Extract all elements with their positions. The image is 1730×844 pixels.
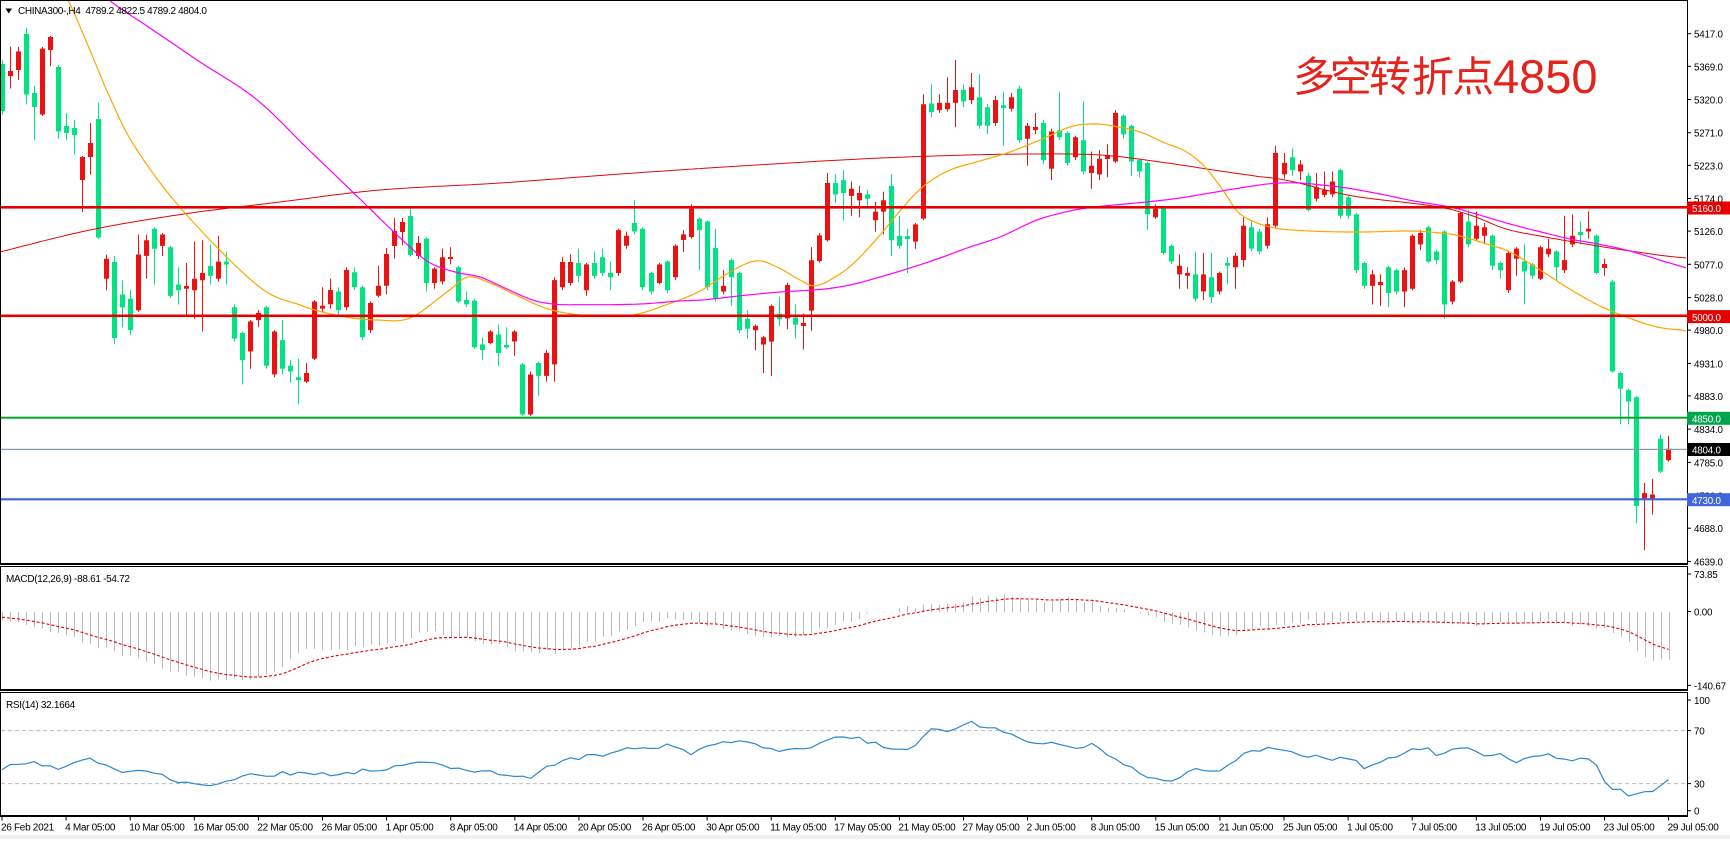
svg-text:7 Jul 05:00: 7 Jul 05:00 — [1411, 823, 1457, 834]
svg-text:30: 30 — [1694, 780, 1705, 791]
svg-text:17 May 05:00: 17 May 05:00 — [834, 823, 892, 834]
svg-text:5126.0: 5126.0 — [1694, 227, 1724, 238]
svg-text:26 Feb 2021: 26 Feb 2021 — [1, 823, 55, 834]
svg-text:5077.0: 5077.0 — [1694, 260, 1724, 271]
svg-text:5028.0: 5028.0 — [1694, 294, 1724, 305]
svg-text:5000.0: 5000.0 — [1692, 313, 1722, 324]
svg-text:4834.0: 4834.0 — [1694, 425, 1724, 436]
svg-text:4688.0: 4688.0 — [1694, 524, 1724, 535]
svg-text:27 May 05:00: 27 May 05:00 — [963, 823, 1021, 834]
svg-text:4785.0: 4785.0 — [1694, 458, 1724, 469]
svg-text:26 Mar 05:00: 26 Mar 05:00 — [322, 823, 378, 834]
svg-text:15 Jun 05:00: 15 Jun 05:00 — [1155, 823, 1210, 834]
svg-text:16 Mar 05:00: 16 Mar 05:00 — [193, 823, 249, 834]
svg-text:5223.0: 5223.0 — [1694, 161, 1724, 172]
svg-text:4883.0: 4883.0 — [1694, 392, 1724, 403]
svg-text:11 May 05:00: 11 May 05:00 — [770, 823, 827, 834]
svg-text:20 Apr 05:00: 20 Apr 05:00 — [578, 823, 632, 834]
svg-text:CHINA300-,H4 4789.2 4822.5 47: CHINA300-,H4 4789.2 4822.5 4789.2 4804.0 — [18, 6, 207, 17]
svg-text:19 Jul 05:00: 19 Jul 05:00 — [1539, 823, 1591, 834]
svg-text:4804.0: 4804.0 — [1692, 446, 1722, 457]
svg-text:21 May 05:00: 21 May 05:00 — [898, 823, 956, 834]
svg-text:4980.0: 4980.0 — [1694, 326, 1724, 337]
svg-text:5160.0: 5160.0 — [1692, 204, 1722, 215]
svg-text:73.85: 73.85 — [1694, 570, 1718, 581]
svg-text:4850: 4850 — [1493, 50, 1598, 103]
svg-text:25 Jun 05:00: 25 Jun 05:00 — [1283, 823, 1338, 834]
svg-text:RSI(14) 32.1664: RSI(14) 32.1664 — [6, 700, 76, 711]
svg-text:8 Apr 05:00: 8 Apr 05:00 — [450, 823, 499, 834]
svg-text:26 Apr 05:00: 26 Apr 05:00 — [642, 823, 696, 834]
svg-text:8 Jun 05:00: 8 Jun 05:00 — [1091, 823, 1141, 834]
svg-text:4639.0: 4639.0 — [1694, 557, 1724, 568]
svg-text:5174.0: 5174.0 — [1694, 195, 1724, 206]
svg-text:0: 0 — [1694, 807, 1700, 818]
svg-text:4850.0: 4850.0 — [1692, 415, 1722, 426]
svg-text:5417.0: 5417.0 — [1694, 30, 1724, 41]
svg-text:1 Jul 05:00: 1 Jul 05:00 — [1347, 823, 1393, 834]
svg-text:4 Mar 05:00: 4 Mar 05:00 — [65, 823, 116, 834]
svg-text:100: 100 — [1694, 696, 1710, 707]
svg-text:5271.0: 5271.0 — [1694, 129, 1724, 140]
svg-text:5369.0: 5369.0 — [1694, 62, 1724, 73]
svg-text:4931.0: 4931.0 — [1694, 359, 1724, 370]
svg-text:4730.0: 4730.0 — [1692, 496, 1722, 507]
svg-text:23 Jul 05:00: 23 Jul 05:00 — [1604, 823, 1656, 834]
svg-text:22 Mar 05:00: 22 Mar 05:00 — [257, 823, 313, 834]
svg-text:70: 70 — [1694, 727, 1705, 738]
svg-text:0.00: 0.00 — [1694, 608, 1713, 619]
svg-text:29 Jul 05:00: 29 Jul 05:00 — [1668, 823, 1720, 834]
svg-text:13 Jul 05:00: 13 Jul 05:00 — [1475, 823, 1527, 834]
svg-text:14 Apr 05:00: 14 Apr 05:00 — [514, 823, 568, 834]
svg-text:10 Mar 05:00: 10 Mar 05:00 — [129, 823, 185, 834]
svg-text:-140.67: -140.67 — [1694, 681, 1726, 692]
svg-text:MACD(12,26,9) -88.61 -54.72: MACD(12,26,9) -88.61 -54.72 — [6, 574, 130, 585]
svg-text:2 Jun 05:00: 2 Jun 05:00 — [1027, 823, 1077, 834]
svg-text:21 Jun 05:00: 21 Jun 05:00 — [1219, 823, 1274, 834]
svg-text:1 Apr 05:00: 1 Apr 05:00 — [386, 823, 435, 834]
svg-text:5320.0: 5320.0 — [1694, 96, 1724, 107]
svg-text:30 Apr 05:00: 30 Apr 05:00 — [706, 823, 760, 834]
